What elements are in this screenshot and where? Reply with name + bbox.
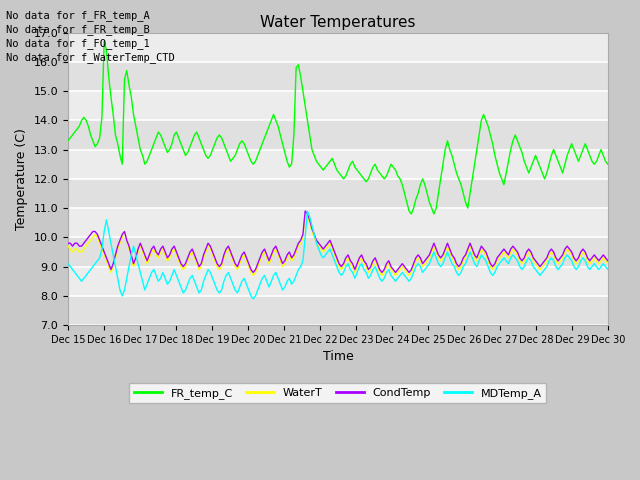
Bar (68, 33, 608, 62)
Title: Water Temperatures: Water Temperatures (260, 15, 415, 30)
Bar (68, 296, 608, 325)
Bar (68, 237, 608, 266)
Y-axis label: Temperature (C): Temperature (C) (15, 128, 28, 230)
Bar (68, 91, 608, 120)
Bar (68, 208, 608, 237)
Bar (68, 120, 608, 150)
Text: No data for f_FR_temp_A
No data for f_FR_temp_B
No data for f_FO_temp_1
No data : No data for f_FR_temp_A No data for f_FR… (6, 10, 175, 63)
Bar (68, 266, 608, 296)
X-axis label: Time: Time (323, 350, 353, 363)
Legend: FR_temp_C, WaterT, CondTemp, MDTemp_A: FR_temp_C, WaterT, CondTemp, MDTemp_A (129, 384, 547, 403)
Bar (68, 62, 608, 91)
Bar (68, 179, 608, 208)
Bar (68, 150, 608, 179)
